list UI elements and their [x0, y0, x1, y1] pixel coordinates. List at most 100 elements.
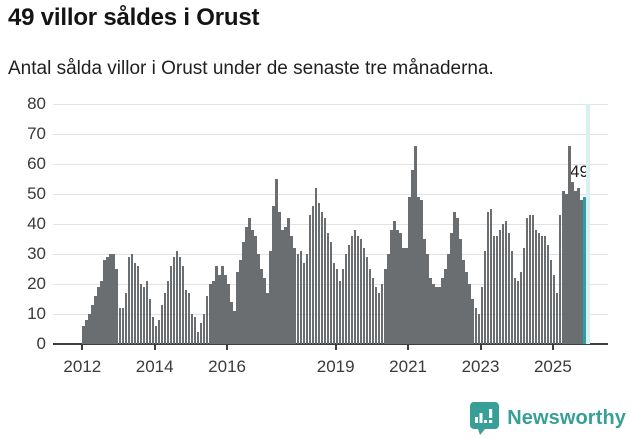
bar — [257, 254, 260, 344]
bar — [97, 287, 100, 344]
bar — [568, 146, 571, 344]
bar — [127, 257, 131, 344]
y-axis-tick-label: 60 — [27, 154, 46, 173]
bar — [154, 326, 158, 344]
bar — [133, 263, 137, 344]
bar — [423, 239, 426, 344]
bar — [577, 188, 580, 344]
page-title: 49 villor såldes i Orust — [8, 4, 260, 31]
bar — [495, 236, 499, 344]
bar — [540, 236, 544, 344]
bar — [230, 302, 233, 344]
bar — [365, 257, 369, 344]
bar — [266, 293, 269, 344]
bar — [344, 254, 348, 344]
bar — [489, 209, 493, 344]
bar — [356, 236, 360, 344]
bar — [302, 263, 306, 344]
bar — [139, 284, 143, 344]
bar — [543, 236, 547, 344]
gridline — [53, 133, 608, 135]
newsworthy-logo-icon — [470, 402, 500, 435]
bar — [190, 314, 194, 344]
y-axis-tick-label: 70 — [27, 124, 46, 143]
bar — [82, 326, 85, 344]
bar — [435, 287, 438, 344]
bar — [459, 239, 462, 344]
x-axis-tick-mark — [334, 345, 337, 350]
bar — [432, 284, 435, 344]
bar — [453, 212, 456, 344]
bar — [290, 236, 293, 344]
bar — [124, 293, 128, 344]
x-axis-tick-mark — [551, 345, 554, 350]
x-axis-tick-mark — [407, 345, 410, 350]
brand-name: Newsworthy — [507, 406, 626, 429]
bar — [565, 194, 568, 344]
bar — [562, 191, 565, 344]
bar — [513, 278, 517, 344]
bar — [450, 233, 453, 344]
bar — [248, 218, 251, 344]
bar — [353, 230, 357, 344]
page-subtitle: Antal sålda villor i Orust under de sena… — [8, 58, 494, 79]
bar — [212, 281, 215, 344]
bar — [236, 272, 239, 344]
y-axis-tick-label: 30 — [27, 244, 46, 263]
bar — [100, 281, 103, 344]
bar — [411, 170, 414, 344]
bar — [311, 206, 315, 344]
bar — [91, 305, 94, 344]
bar — [574, 191, 577, 344]
bar — [462, 260, 465, 344]
bar — [522, 248, 526, 344]
bar — [103, 260, 106, 344]
bar — [142, 287, 146, 344]
y-axis-tick-label: 0 — [36, 334, 46, 353]
x-axis-tick-label: 2019 — [316, 357, 355, 376]
bar — [275, 179, 278, 344]
bar — [187, 293, 191, 344]
bar — [480, 287, 484, 344]
bar — [335, 269, 339, 344]
bar — [359, 239, 363, 344]
bar — [492, 236, 496, 344]
bar — [362, 248, 366, 344]
bar — [528, 215, 532, 344]
y-axis-tick-label: 80 — [27, 94, 46, 113]
bar — [546, 245, 550, 344]
bar — [483, 251, 487, 344]
y-axis-tick-label: 20 — [27, 274, 46, 293]
bar — [441, 278, 444, 344]
bar — [227, 284, 230, 344]
bar — [221, 266, 224, 344]
bar — [438, 287, 441, 344]
bar — [260, 269, 263, 344]
x-axis-tick-mark — [226, 345, 229, 350]
bar — [293, 248, 296, 344]
bar — [341, 269, 345, 344]
bar — [245, 227, 248, 344]
bar — [115, 269, 118, 344]
x-axis-tick-label: 2014 — [135, 357, 174, 376]
bar — [474, 308, 477, 344]
x-axis-tick-label: 2012 — [63, 357, 102, 376]
bar — [218, 275, 221, 344]
bar — [121, 308, 125, 344]
bar — [181, 266, 185, 344]
bar — [296, 254, 299, 344]
bar — [284, 227, 287, 344]
bar — [263, 278, 266, 344]
bar — [106, 257, 109, 344]
bar — [534, 230, 538, 344]
bar — [281, 230, 284, 344]
bar — [320, 212, 324, 344]
bar — [504, 221, 508, 344]
bar — [148, 299, 152, 344]
bar — [166, 281, 170, 344]
bar — [88, 314, 91, 344]
bar — [414, 146, 417, 344]
bar — [136, 266, 140, 344]
bar — [498, 230, 502, 344]
